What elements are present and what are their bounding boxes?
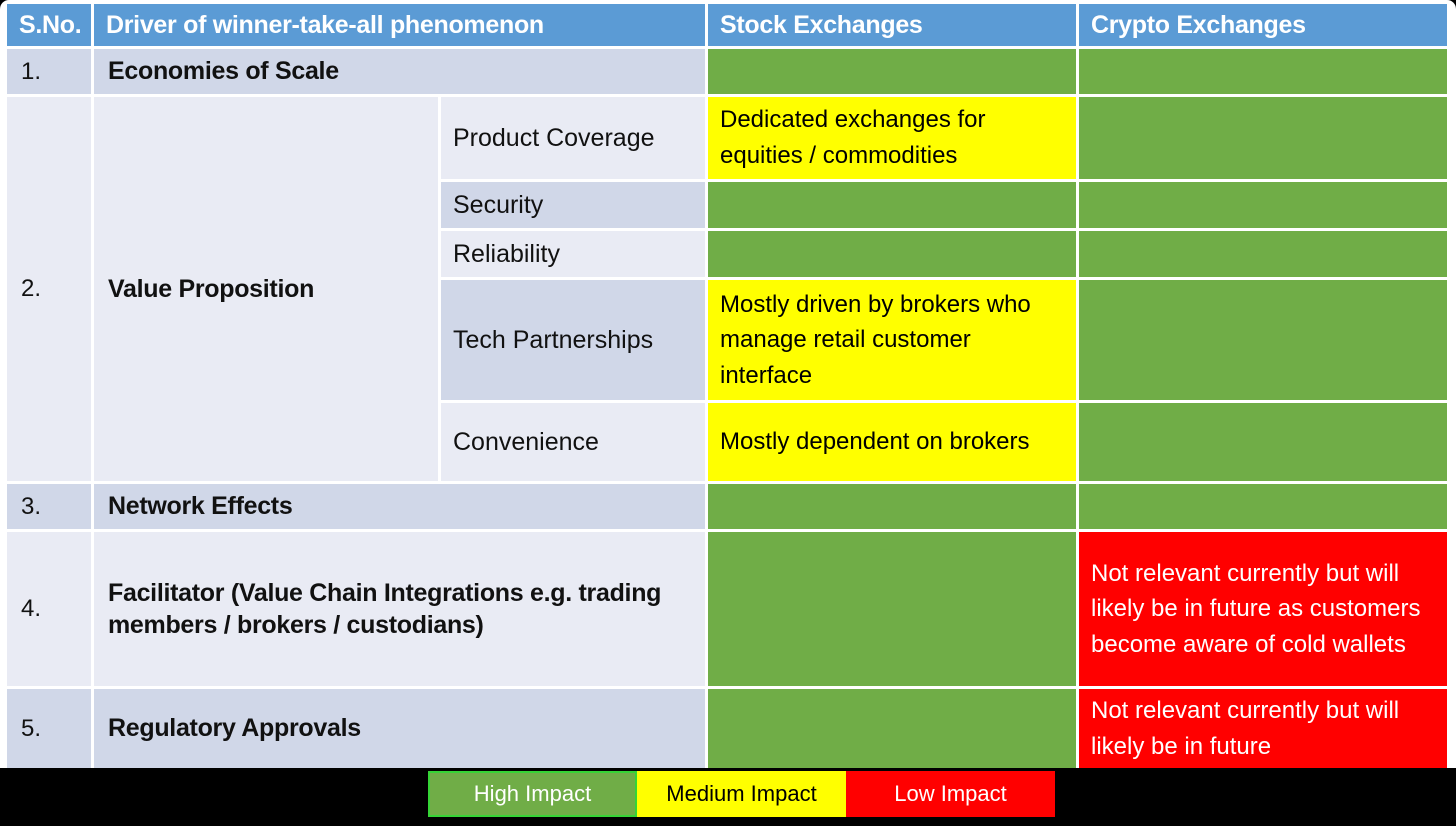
row-economies-of-scale: 1. Economies of Scale [7,49,1447,94]
subdriver-tech-partnerships: Tech Partnerships [441,280,705,400]
row-network-effects: 3. Network Effects [7,484,1447,529]
col-header-stock-exchanges: Stock Exchanges [708,4,1076,46]
impact-cell-stock-regulatory [708,689,1076,769]
row-tech-partnerships: Tech Partnerships Mostly driven by broke… [7,280,1447,400]
impact-cell-crypto-network-effects [1079,484,1447,529]
row-reliability: Reliability [7,231,1447,277]
col-header-sno: S.No. [7,4,91,46]
table-sheet: S.No. Driver of winner-take-all phenomen… [0,0,1456,771]
sno-5: 5. [7,689,91,769]
impact-cell-stock-network-effects [708,484,1076,529]
impact-cell-stock-economies [708,49,1076,94]
subdriver-reliability: Reliability [441,231,705,277]
impact-cell-crypto-product-coverage [1079,97,1447,179]
impact-cell-crypto-facilitator: Not relevant currently but will likely b… [1079,532,1447,686]
impact-cell-stock-product-coverage: Dedicated exchanges for equities / commo… [708,97,1076,179]
subdriver-security: Security [441,182,705,228]
impact-cell-crypto-reliability [1079,231,1447,277]
row-security: Security [7,182,1447,228]
legend-bar: High Impact Medium Impact Low Impact [0,768,1456,826]
driver-regulatory-approvals: Regulatory Approvals [94,689,705,769]
impact-cell-crypto-convenience [1079,403,1447,481]
driver-network-effects: Network Effects [94,484,705,529]
subdriver-convenience: Convenience [441,403,705,481]
row-regulatory-approvals: 5. Regulatory Approvals Not relevant cur… [7,689,1447,769]
subdriver-product-coverage: Product Coverage [441,97,705,179]
impact-cell-stock-convenience: Mostly dependent on brokers [708,403,1076,481]
sno-3: 3. [7,484,91,529]
impact-cell-stock-facilitator [708,532,1076,686]
sno-2: 2. [7,97,91,481]
impact-cell-crypto-regulatory: Not relevant currently but will likely b… [1079,689,1447,769]
row-convenience: Convenience Mostly dependent on brokers [7,403,1447,481]
driver-economies-of-scale: Economies of Scale [94,49,705,94]
sno-4: 4. [7,532,91,686]
row-product-coverage: 2. Value Proposition Product Coverage De… [7,97,1447,481]
impact-cell-stock-reliability [708,231,1076,277]
legend-high-impact: High Impact [428,771,637,817]
legend-low-impact: Low Impact [846,771,1055,817]
driver-facilitator: Facilitator (Value Chain Integrations e.… [94,532,705,686]
driver-value-proposition: Value Proposition [94,97,438,481]
impact-cell-crypto-tech-partnerships [1079,280,1447,400]
impact-cell-stock-security [708,182,1076,228]
col-header-driver: Driver of winner-take-all phenomenon [94,4,705,46]
legend-medium-impact: Medium Impact [637,771,846,817]
impact-cell-crypto-security [1079,182,1447,228]
impact-cell-stock-tech-partnerships: Mostly driven by brokers who manage reta… [708,280,1076,400]
winner-take-all-comparison-table: S.No. Driver of winner-take-all phenomen… [4,1,1450,771]
sno-1: 1. [7,49,91,94]
impact-cell-crypto-economies [1079,49,1447,94]
impact-legend: High Impact Medium Impact Low Impact [428,771,1055,817]
row-facilitator: 4. Facilitator (Value Chain Integrations… [7,532,1447,686]
col-header-crypto-exchanges: Crypto Exchanges [1079,4,1447,46]
header-row: S.No. Driver of winner-take-all phenomen… [7,4,1447,46]
